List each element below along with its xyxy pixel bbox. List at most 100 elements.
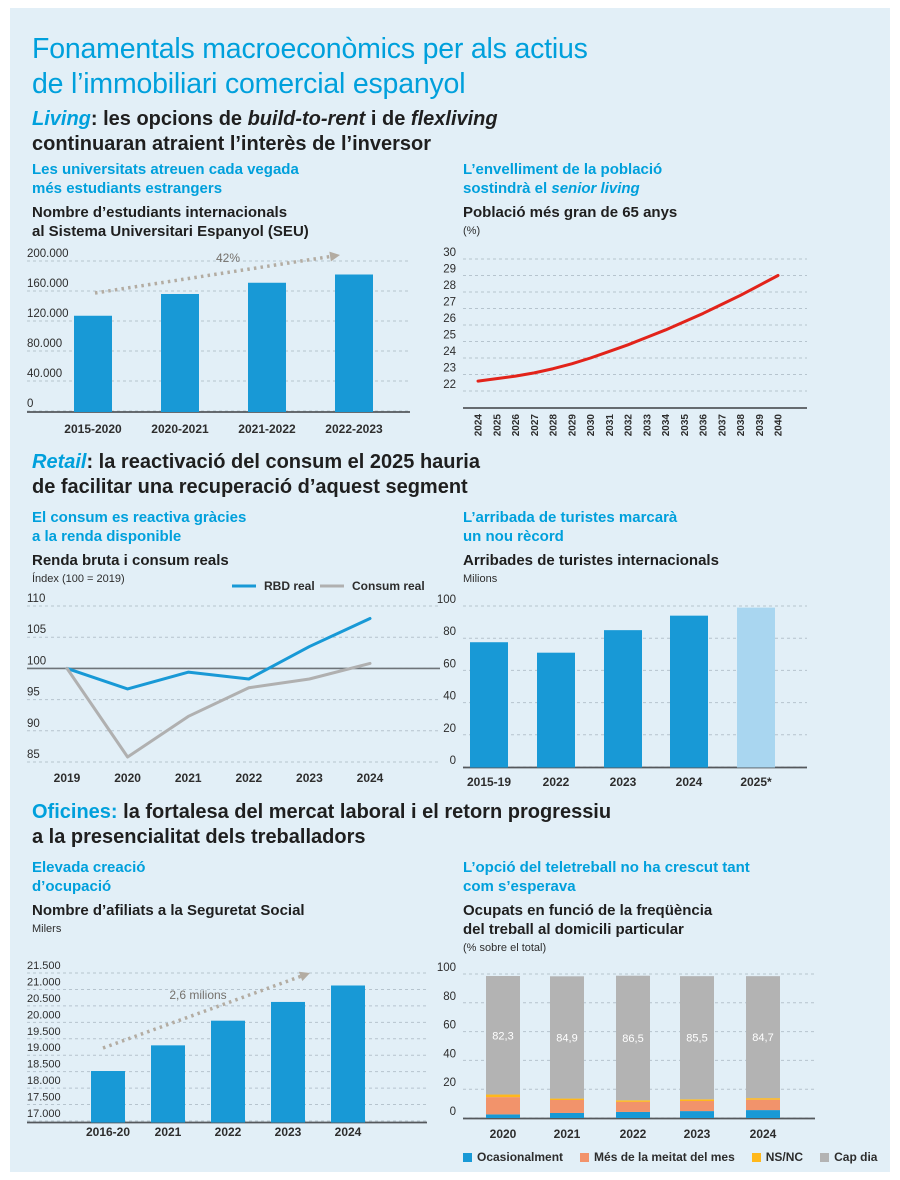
x-tick-label: 2022 xyxy=(620,1127,647,1141)
x-tick-label: 2020 xyxy=(114,771,141,785)
bar xyxy=(537,652,575,768)
bar xyxy=(670,615,708,768)
heading-fragment: El consum es reactiva gràcies a la renda… xyxy=(32,509,247,545)
y-tick-label: 21.500 xyxy=(27,960,61,972)
bar xyxy=(271,1001,305,1123)
y-tick-label: 19.500 xyxy=(27,1026,61,1038)
bar xyxy=(331,985,365,1123)
y-tick-label: 100 xyxy=(437,594,456,606)
heading-fragment: flexliving xyxy=(410,108,498,130)
y-tick-label: 26 xyxy=(443,313,456,325)
bar xyxy=(335,274,373,412)
legend-swatch xyxy=(463,1152,472,1162)
bar xyxy=(211,1020,245,1123)
bar-segment xyxy=(746,1099,780,1111)
page-title: Fonamentals macroeconòmics per als actiu… xyxy=(32,33,588,100)
legend-label: RBD real xyxy=(264,579,315,593)
y-tick-label: 160.000 xyxy=(27,278,69,290)
bar-segment xyxy=(486,1114,520,1118)
chart-subtitle-jobs: Nombre d’afiliats a la Seguretat Social xyxy=(32,902,305,919)
bar-segment xyxy=(746,976,780,1099)
y-tick-label: 20.000 xyxy=(27,1009,61,1021)
y-tick-label: 120.000 xyxy=(27,308,69,320)
y-tick-label: 80.000 xyxy=(27,338,62,350)
bar-segment xyxy=(486,976,520,1095)
trend-arrow-head xyxy=(298,971,310,982)
x-tick-label: 2021 xyxy=(175,771,202,785)
bar-segment xyxy=(550,1100,584,1113)
heading-fragment: la fortalesa del mercat laboral i el ret… xyxy=(32,801,612,848)
x-tick-label: 2024 xyxy=(676,775,703,789)
x-tick-label: 2030 xyxy=(586,414,597,437)
legend-item: NS/NC xyxy=(751,1150,804,1164)
chart-heading-telework: L’opció del teletreball no ha crescut ta… xyxy=(463,858,887,896)
y-tick-label: 20 xyxy=(443,723,456,735)
chart-subtitle-students: Nombre d’estudiants internacionals al Si… xyxy=(32,204,309,240)
line-series xyxy=(476,274,780,383)
chart-heading-tourists: L’arribada de turistes marcarà un nou rè… xyxy=(463,508,887,546)
y-tick-label: 95 xyxy=(27,687,40,699)
section-heading-oficines: Oficines: la fortalesa del mercat labora… xyxy=(32,800,611,850)
heading-fragment: L’opció del teletreball no ha crescut ta… xyxy=(463,859,750,895)
y-tick-label: 20 xyxy=(443,1077,456,1089)
legend-label: Cap dia xyxy=(834,1150,878,1164)
x-tick-label: 2023 xyxy=(275,1125,302,1139)
chart-header-seniors: L’envelliment de la població sostindrà e… xyxy=(463,160,887,238)
heading-fragment: senior living xyxy=(551,180,640,197)
x-tick-label: 2022-2023 xyxy=(325,422,383,436)
x-tick-label: 2036 xyxy=(699,414,710,437)
y-tick-label: 110 xyxy=(27,593,45,605)
x-tick-label: 2033 xyxy=(642,414,653,437)
x-tick-label: 2029 xyxy=(567,414,578,437)
x-tick-label: 2025 xyxy=(492,414,503,437)
legend-swatch xyxy=(580,1152,590,1162)
trend-arrow-head xyxy=(329,251,340,262)
chart-heading-students: Les universitats atreuen cada vegada més… xyxy=(32,160,456,198)
y-tick-label: 105 xyxy=(27,624,46,636)
y-tick-label: 22 xyxy=(443,379,456,391)
segment-value-label: 84,7 xyxy=(752,1032,773,1044)
y-tick-label: 40.000 xyxy=(27,368,62,380)
chart-header-telework: L’opció del teletreball no ha crescut ta… xyxy=(463,858,887,955)
heading-fragment: L’envelliment de la població sostindrà e… xyxy=(463,161,663,197)
x-tick-label: 2021 xyxy=(155,1125,182,1139)
bar-segment xyxy=(486,1094,520,1098)
x-tick-label: 2024 xyxy=(474,414,485,437)
trend-arrow-label: 42% xyxy=(216,251,240,265)
y-tick-label: 21.000 xyxy=(27,976,61,988)
heading-fragment: build-to-rent xyxy=(247,108,366,130)
x-tick-label: 2022 xyxy=(215,1125,242,1139)
y-tick-label: 25 xyxy=(443,330,456,342)
heading-fragment: : la reactivació del consum el 2025 haur… xyxy=(32,451,480,498)
heading-fragment: continuaran atraient l’interès de l’inve… xyxy=(32,133,432,155)
trend-arrow-label: 2,6 milions xyxy=(169,988,226,1002)
bar-segment xyxy=(486,1097,520,1115)
y-tick-label: 30 xyxy=(443,247,456,259)
y-tick-label: 80 xyxy=(443,991,456,1003)
heading-fragment: i de xyxy=(365,108,411,130)
telework-stacked-bar-chart: 100 80 60 40 20 0 82,3 84,9 86,5 85,5 84,7 2020 2021… xyxy=(437,962,815,1141)
y-tick-label: 100 xyxy=(27,655,46,667)
bar xyxy=(470,642,508,768)
heading-fragment: : les opcions de xyxy=(90,108,248,130)
x-tick-label: 2016-20 xyxy=(86,1125,130,1139)
x-tick-label: 2015-19 xyxy=(467,775,511,789)
x-tick-label: 2039 xyxy=(755,414,766,437)
bar xyxy=(161,294,199,412)
y-tick-label: 17.500 xyxy=(27,1092,61,1104)
heading-fragment: Oficines: xyxy=(32,801,118,823)
x-tick-label: 2024 xyxy=(357,771,384,785)
x-tick-label: 2038 xyxy=(736,414,747,437)
legend-label: Més de la meitat del mes xyxy=(594,1150,735,1164)
x-tick-label: 2022 xyxy=(543,775,570,789)
y-tick-label: 90 xyxy=(27,718,40,730)
chart-header-jobs: Elevada creació d’ocupació Nombre d’afil… xyxy=(32,858,456,936)
legend-label: NS/NC xyxy=(765,1150,804,1164)
y-tick-label: 200.000 xyxy=(27,248,69,260)
heading-fragment: Living xyxy=(32,108,91,130)
telework-chart-legend: Ocasionalment Més de la meitat del mes NS/… xyxy=(463,1150,877,1164)
segment-value-label: 84,9 xyxy=(556,1032,577,1044)
y-tick-label: 40 xyxy=(443,1048,456,1060)
y-tick-label: 0 xyxy=(27,398,33,410)
x-tick-label: 2021 xyxy=(554,1127,581,1141)
